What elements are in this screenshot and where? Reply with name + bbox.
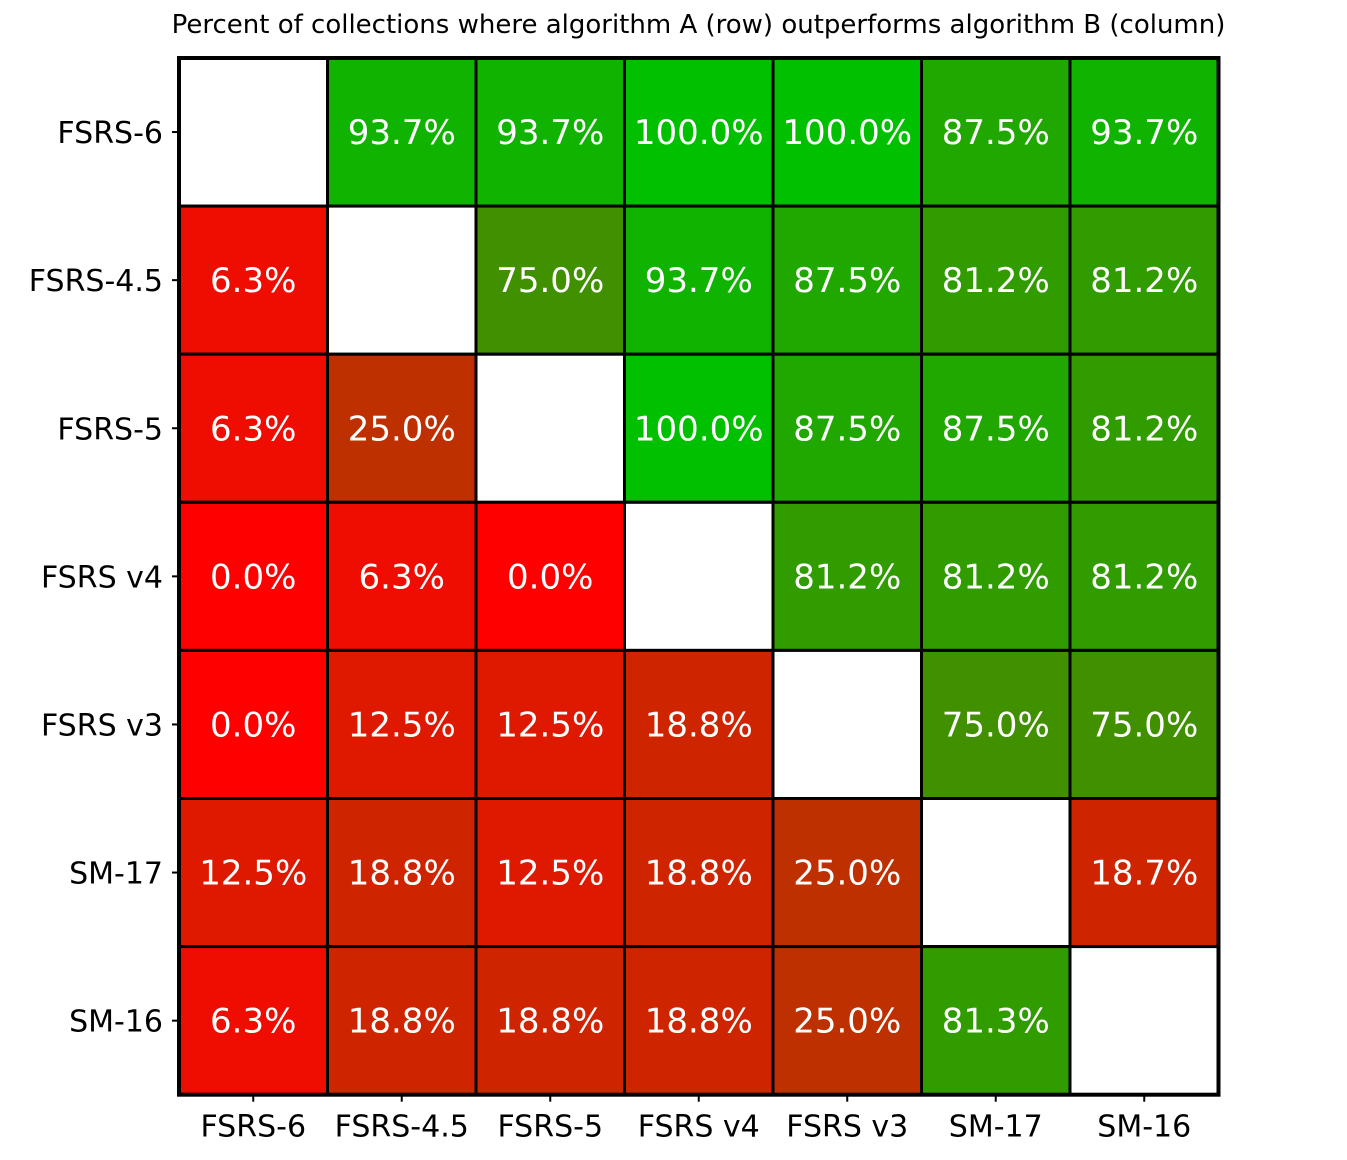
heatmap-cell [1068,945,1220,1097]
heatmap-cell [771,352,923,504]
heatmap-cell [326,945,478,1097]
cell-value-label: 100.0% [634,409,764,449]
heatmap-cell [1068,204,1220,356]
cell-value-label: 100.0% [782,113,912,153]
heatmap-cell [771,500,923,652]
cell-value-label: 12.5% [348,705,456,745]
cell-value-label: 25.0% [348,409,456,449]
heatmap-cell [1068,352,1220,504]
cell-value-label: 87.5% [793,409,901,449]
heatmap-cell [920,500,1072,652]
cell-value-label: 87.5% [942,113,1050,153]
cell-value-label: 93.7% [1090,113,1198,153]
y-tick-label: FSRS-6 [57,116,163,151]
cell-value-label: 87.5% [942,409,1050,449]
y-tick-label: SM-17 [69,857,163,892]
cell-value-label: 6.3% [210,1002,296,1042]
x-tick-label: FSRS v4 [638,1110,760,1145]
heatmap-cell [177,797,329,949]
cell-value-label: 81.2% [942,261,1050,301]
cell-value-label: 100.0% [634,113,764,153]
heatmap-cell [177,56,329,208]
heatmap-cell [326,204,478,356]
heatmap-cell [771,648,923,801]
chart-title: Percent of collections where algorithm A… [171,10,1226,40]
cell-value-label: 18.8% [645,854,753,894]
heatmap-cell [1068,500,1220,652]
cell-value-label: 75.0% [1090,705,1198,745]
cell-value-label: 0.0% [210,705,296,745]
heatmap-cell [326,352,478,504]
heatmap-cell [623,56,775,208]
heatmap-cell [326,648,478,801]
heatmap-cell [920,797,1072,949]
cell-value-label: 18.7% [1090,854,1198,894]
cell-value-label: 81.3% [942,1002,1050,1042]
cell-value-label: 87.5% [793,261,901,301]
cell-value-label: 12.5% [496,705,604,745]
x-tick-label: FSRS-5 [497,1110,603,1145]
cell-value-label: 18.8% [348,854,456,894]
cell-value-label: 81.2% [942,557,1050,597]
cell-value-label: 25.0% [793,854,901,894]
cell-value-label: 6.3% [210,409,296,449]
heatmap-cells [177,56,1221,1097]
cell-value-label: 81.2% [1090,557,1198,597]
heatmap-cell [474,204,626,356]
cell-value-label: 12.5% [199,854,307,894]
x-tick-label: FSRS v3 [786,1110,908,1145]
y-tick-label: FSRS-5 [57,412,163,447]
cell-value-label: 6.3% [210,261,296,301]
cell-value-label: 81.2% [1090,261,1198,301]
heatmap-cell [474,352,626,504]
heatmap-cell [920,648,1072,801]
heatmap-cell [474,945,626,1097]
y-tick-label: FSRS v4 [41,560,163,595]
cell-value-labels: 93.7% 93.7% 100.0% 100.0% 87.5% 93.7% 6.3% 75.0… [199,113,1198,1042]
cell-value-label: 93.7% [645,261,753,301]
x-tick-label: SM-16 [1097,1110,1191,1145]
x-tick-label: FSRS-4.5 [335,1110,469,1145]
heatmap-cell [771,204,923,356]
cell-value-label: 75.0% [496,261,604,301]
cell-value-label: 18.8% [645,705,753,745]
cell-value-label: 6.3% [359,557,445,597]
cell-value-label: 18.8% [645,1002,753,1042]
cell-value-label: 81.2% [1090,409,1198,449]
cell-value-label: 93.7% [496,113,604,153]
y-tick-label: FSRS v3 [41,708,163,743]
y-tick-label: FSRS-4.5 [29,264,163,299]
cell-value-label: 18.8% [496,1002,604,1042]
heatmap-cell [771,945,923,1097]
heatmap-cell [623,500,775,652]
y-axis-ticks: FSRS-6 FSRS-4.5 FSRS-5 FSRS v4 FSRS v3 SM-17 S… [29,116,179,1040]
cell-value-label: 12.5% [496,854,604,894]
cell-value-label: 75.0% [942,705,1050,745]
x-axis-ticks: FSRS-6 FSRS-4.5 FSRS-5 FSRS v4 FSRS v3 SM-17 S… [200,1094,1191,1145]
heatmap-cell [920,352,1072,504]
heatmap-cell [177,648,329,801]
heatmap-cell [1068,648,1220,801]
cell-value-label: 0.0% [210,557,296,597]
cell-value-label: 93.7% [348,113,456,153]
cell-value-label: 81.2% [793,557,901,597]
heatmap-cell [623,204,775,356]
heatmap-cell [474,500,626,652]
cell-value-label: 25.0% [793,1002,901,1042]
cell-value-label: 0.0% [507,557,593,597]
x-tick-label: FSRS-6 [200,1110,306,1145]
cell-value-label: 18.8% [348,1002,456,1042]
heatmap-cell [326,56,478,208]
heatmap-cell [623,352,775,504]
y-tick-label: SM-16 [69,1005,163,1040]
x-tick-label: SM-17 [949,1110,1043,1145]
